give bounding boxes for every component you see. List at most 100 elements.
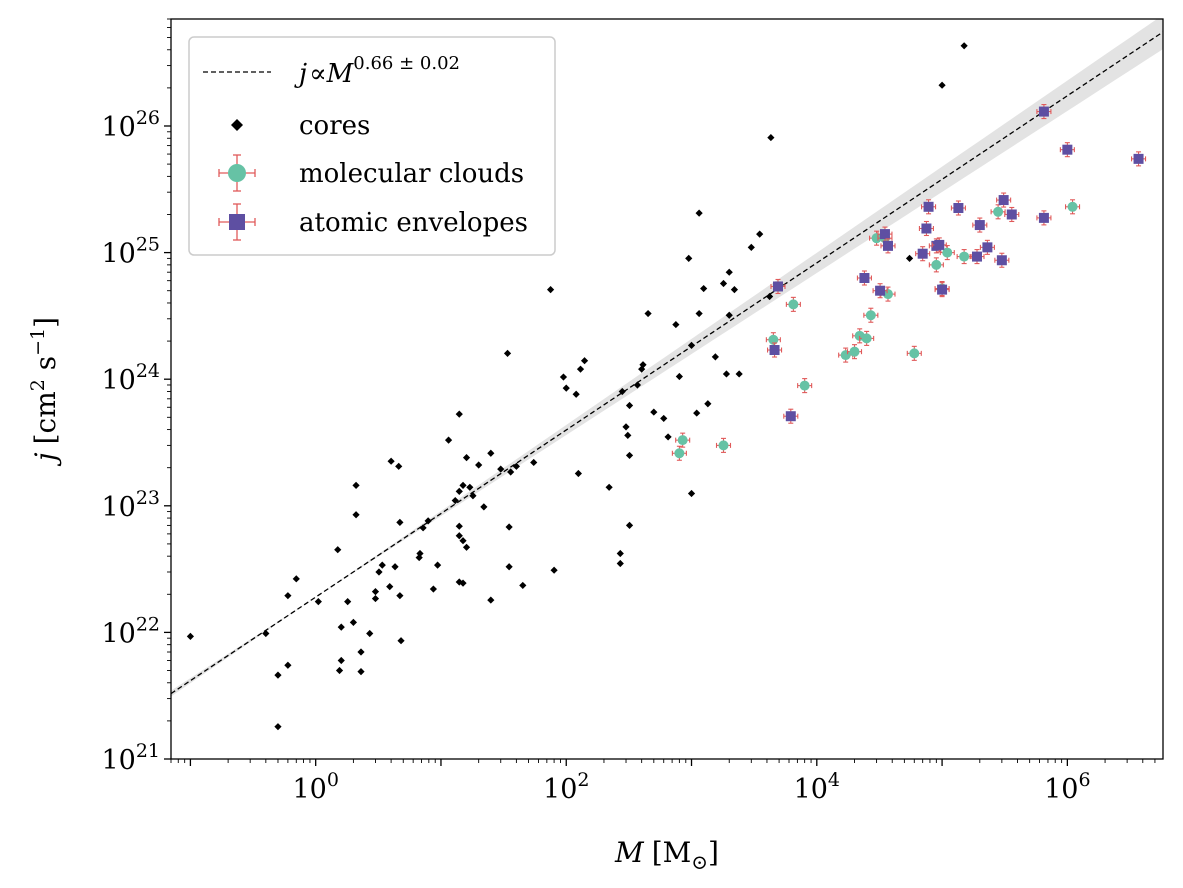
core-point <box>507 468 515 476</box>
x-tick-label: 102 <box>543 769 589 805</box>
legend-box <box>188 36 556 256</box>
molecular-cloud-point <box>993 206 1004 217</box>
core-point <box>396 592 404 600</box>
core-point <box>503 349 512 357</box>
x-tick-base: 10 <box>794 774 828 805</box>
x-tick-label: 100 <box>292 769 338 805</box>
core-point <box>905 254 914 262</box>
core-point <box>352 481 360 489</box>
core-point <box>451 496 459 505</box>
atomic-envelope-point <box>882 240 893 251</box>
y-tick-base: 10 <box>101 618 135 649</box>
molecular-cloud-point <box>677 435 688 446</box>
legend-entry-molecular-clouds: molecular clouds <box>218 154 524 192</box>
legend-atomic-envelopes-label: atomic envelopes <box>299 208 528 238</box>
core-point <box>459 481 467 489</box>
core-point <box>352 511 360 519</box>
core-point <box>334 546 342 554</box>
y-tick-label: 1025 <box>101 234 160 270</box>
core-point <box>433 561 442 569</box>
y-tick-label: 1026 <box>101 107 160 143</box>
y-axis-unit-sup1: 2 <box>27 379 49 391</box>
core-point <box>735 370 743 378</box>
core-point <box>616 559 624 568</box>
y-tick-base: 10 <box>101 112 135 143</box>
plot-frame <box>170 18 1164 760</box>
core-point <box>725 268 733 276</box>
x-tick-exponent: 4 <box>828 769 840 791</box>
data-points <box>186 42 1147 731</box>
y-tick-base: 10 <box>101 745 135 776</box>
atomic-envelope-point <box>1006 209 1017 220</box>
core-point <box>672 320 680 329</box>
legend-fit-prop: ∝ <box>309 59 327 89</box>
core-point <box>391 563 399 571</box>
core-point <box>459 537 467 545</box>
core-point <box>675 372 683 381</box>
y-tick-base: 10 <box>101 365 135 396</box>
core-point <box>349 618 357 626</box>
core-point <box>274 723 282 731</box>
core-point <box>284 661 292 669</box>
legend-entry-atomic-envelopes: atomic envelopes <box>218 203 528 241</box>
atomic-envelope-point <box>921 223 932 234</box>
atomic-envelope-point <box>879 229 890 240</box>
core-point <box>711 353 719 361</box>
core-point <box>546 286 555 294</box>
core-point <box>366 629 374 638</box>
x-axis-symbol: M <box>614 836 645 869</box>
legend-fit-M: M <box>326 59 355 89</box>
atomic-envelope-point <box>1133 153 1144 164</box>
core-point <box>687 341 696 349</box>
core-point <box>695 309 703 318</box>
x-tick-label: 104 <box>794 769 840 805</box>
y-tick-exponent: 25 <box>136 234 160 256</box>
core-point <box>371 588 380 596</box>
molecular-cloud-point <box>959 251 970 262</box>
x-tick-base: 10 <box>292 774 326 805</box>
core-point <box>455 410 463 418</box>
core-point <box>644 309 652 318</box>
molecular-cloud-point <box>718 440 729 451</box>
core-point <box>576 365 585 373</box>
atomic-envelope-point <box>785 411 796 422</box>
y-tick-base: 10 <box>101 239 135 270</box>
core-point <box>284 592 292 600</box>
core-point <box>455 487 463 495</box>
core-point <box>337 656 345 665</box>
molecular-cloud-point <box>865 310 876 321</box>
y-tick-exponent: 26 <box>136 107 160 129</box>
core-point <box>722 370 731 378</box>
core-point <box>487 449 495 457</box>
core-point <box>550 566 558 574</box>
series-cores <box>186 42 968 731</box>
molecular-cloud-point <box>861 333 872 344</box>
legend-entry-fit: j∝M0.66 ± 0.02 <box>203 53 460 89</box>
core-point <box>618 387 626 396</box>
core-point <box>375 568 383 576</box>
atomic-envelope-point <box>996 255 1007 266</box>
core-point <box>397 637 405 645</box>
core-point <box>357 648 365 656</box>
molecular-cloud-point <box>840 350 851 361</box>
molecular-cloud-point <box>674 448 685 459</box>
core-point <box>730 286 739 294</box>
molecular-cloud-point <box>909 348 920 359</box>
x-tick-label: 106 <box>1044 769 1090 805</box>
y-axis-unit: [cm <box>29 391 62 444</box>
legend-fit-label: j∝M0.66 ± 0.02 <box>294 53 460 89</box>
core-point <box>505 523 513 531</box>
y-tick-label: 1023 <box>101 487 160 523</box>
atomic-envelope-point <box>974 220 985 231</box>
atomic-envelope-point <box>934 239 945 250</box>
core-point <box>387 457 395 465</box>
core-point <box>497 465 505 473</box>
fit-line <box>171 31 1163 695</box>
core-point <box>725 311 733 319</box>
core-point <box>480 503 488 511</box>
atomic-envelope-point <box>1038 106 1049 117</box>
core-point <box>747 243 755 251</box>
legend-molecular-clouds-label: molecular clouds <box>299 159 524 189</box>
molecular-cloud-point <box>849 346 860 357</box>
y-axis-unit-sup2: −1 <box>27 328 49 356</box>
